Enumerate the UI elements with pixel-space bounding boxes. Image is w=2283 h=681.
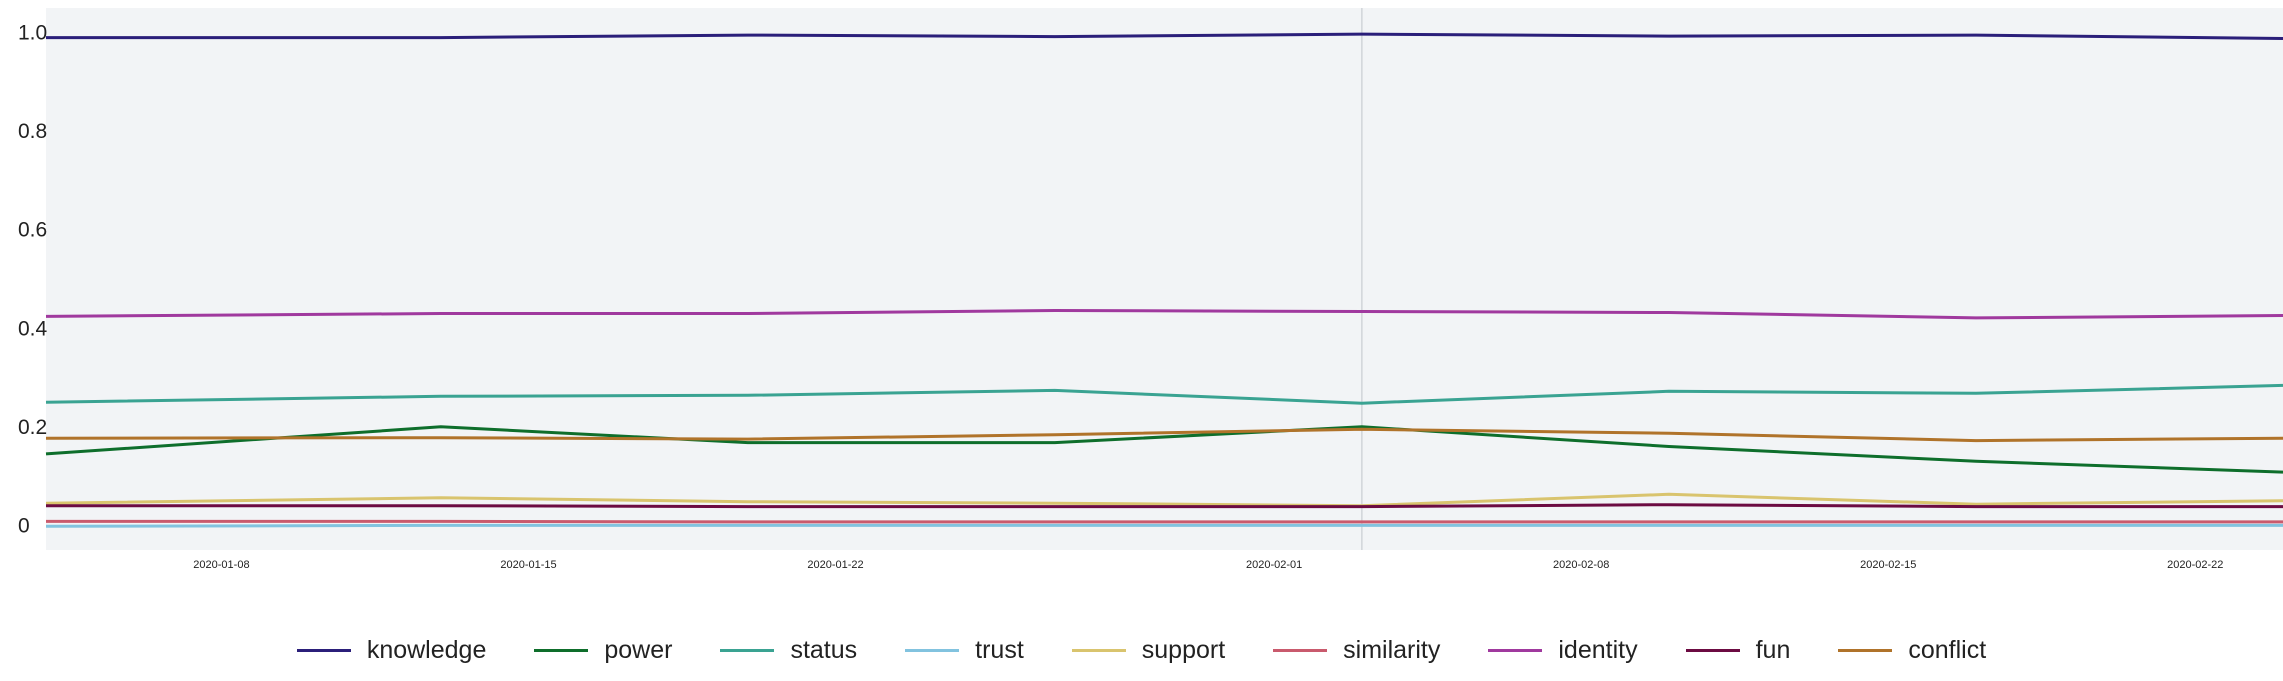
chart-legend: knowledge power status trust support similari… (0, 628, 2283, 672)
legend-item-identity: identity (1488, 635, 1638, 665)
legend-item-knowledge: knowledge (296, 635, 487, 665)
legend-swatch (905, 648, 960, 652)
legend-swatch (720, 648, 775, 652)
series-line-trust (45, 523, 2283, 528)
y-tick-label: 0.6 (18, 219, 47, 242)
legend-item-fun: fun (1685, 635, 1791, 665)
legend-item-power: power (534, 636, 672, 665)
x-tick-label: 2020-02-01 (1246, 559, 1302, 571)
x-axis-ticks: 2020-01-08 2020-01-15 2020-01-22 2020-02-01… (193, 559, 2223, 571)
legend-item-trust: trust (905, 636, 1024, 665)
y-tick-label: 1.0 (18, 22, 47, 45)
legend-swatch (534, 648, 589, 652)
legend-label: status (790, 635, 858, 664)
series-line-fun (46, 503, 2283, 509)
legend-label: identity (1558, 635, 1638, 664)
series-line-similarity (46, 519, 2283, 524)
x-tick-label: 2020-01-22 (807, 559, 863, 571)
y-axis-ticks: 0 0.2 0.4 0.6 0.8 1.0 (18, 22, 48, 538)
legend-item-similarity: similarity (1273, 636, 1440, 665)
legend-item-conflict: conflict (1838, 636, 1986, 665)
series-line-status (45, 383, 2283, 405)
x-tick-label: 2020-01-15 (500, 559, 556, 571)
x-tick-label: 2020-02-22 (2167, 559, 2223, 571)
legend-item-support: support (1071, 635, 1226, 665)
y-tick-label: 0.8 (18, 120, 47, 143)
y-tick-label: 0.2 (18, 416, 47, 439)
legend-label: knowledge (366, 635, 487, 664)
legend-swatch (1685, 648, 1740, 652)
legend-label: trust (975, 635, 1024, 664)
series-line-support (45, 492, 2283, 508)
x-tick-label: 2020-01-08 (193, 559, 249, 571)
series-line-conflict (45, 427, 2283, 443)
legend-swatch (1838, 648, 1893, 652)
legend-label: conflict (1908, 635, 1987, 664)
legend-swatch (1071, 648, 1126, 652)
x-tick-label: 2020-02-08 (1553, 559, 1609, 571)
legend-label: similarity (1343, 635, 1441, 664)
legend-swatch (1488, 648, 1543, 652)
series-line-power (45, 425, 2283, 474)
y-tick-label: 0 (18, 514, 30, 537)
y-tick-label: 0.4 (18, 317, 48, 340)
x-tick-label: 2020-02-15 (1860, 559, 1916, 571)
legend-item-status: status (720, 636, 857, 665)
series-layer (45, 32, 2283, 528)
legend-swatch (296, 648, 351, 652)
series-line-identity (45, 309, 2283, 320)
plot-background (46, 8, 2283, 550)
legend-label: power (604, 635, 673, 664)
legend-label: fun (1755, 635, 1791, 664)
series-line-knowledge (46, 32, 2283, 40)
legend-swatch (1273, 648, 1328, 652)
legend-label: support (1141, 635, 1226, 664)
